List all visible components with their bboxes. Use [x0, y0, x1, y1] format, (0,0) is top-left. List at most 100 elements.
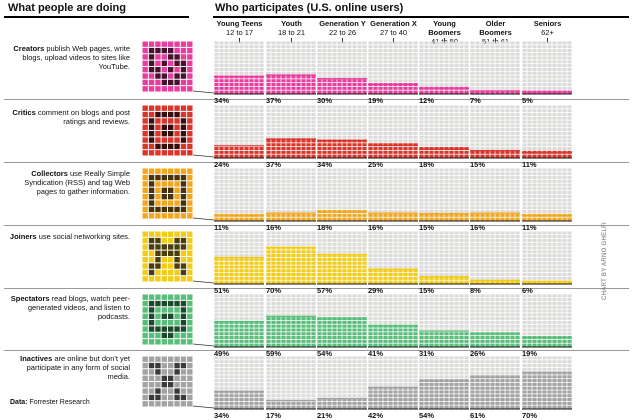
grid-cell [485, 206, 489, 209]
grid-cell [454, 109, 458, 112]
grid-cell [398, 206, 402, 209]
bar-cell [337, 277, 341, 280]
grid-cell [368, 124, 372, 127]
bar-cell [413, 87, 417, 90]
bar-cap [266, 138, 316, 139]
bar-cell [383, 155, 387, 158]
grid-cell [327, 41, 331, 44]
icon-pixel [162, 307, 167, 312]
bar-cell [439, 91, 443, 94]
grid-cell [470, 180, 474, 183]
grid-cell [388, 41, 392, 44]
icon-pixel [181, 48, 186, 53]
grid-cell [500, 191, 504, 194]
grid-cell [537, 147, 541, 150]
grid-cell [500, 139, 504, 142]
grid-cell [480, 176, 484, 179]
bar-cell [352, 269, 356, 272]
grid-cell [552, 187, 556, 190]
bar-cell [357, 214, 361, 217]
bar-cell [327, 143, 331, 146]
grid-cell [352, 68, 356, 71]
icon-pixel [149, 106, 154, 111]
grid-cell [266, 176, 270, 179]
grid-cell [281, 60, 285, 63]
grid-cell [557, 187, 561, 190]
grid-cell [485, 168, 489, 171]
grid-cell [383, 45, 387, 48]
grid-cell [378, 195, 382, 198]
grid-cell [373, 132, 377, 135]
grid-cell [271, 124, 275, 127]
grid-cell [459, 132, 463, 135]
bar-cell [434, 155, 438, 158]
grid-cell [322, 168, 326, 171]
grid-cell [454, 143, 458, 146]
grid-cell [373, 254, 377, 257]
grid-cell [470, 147, 474, 150]
icon-pixel [155, 238, 160, 243]
grid-cell [505, 105, 509, 108]
grid-cell [306, 231, 310, 234]
grid-cell [522, 128, 526, 131]
icon-pixel [149, 388, 154, 393]
grid-cell [398, 180, 402, 183]
grid-cell [542, 53, 546, 56]
bar-cell [229, 258, 233, 261]
grid-cell [301, 206, 305, 209]
grid-cell [439, 113, 443, 116]
grid-cell [327, 168, 331, 171]
icon-pixel [143, 357, 148, 362]
icon-pixel [168, 307, 173, 312]
grid-cell [249, 68, 253, 71]
grid-cell [485, 75, 489, 78]
bar-cell [373, 281, 377, 284]
grid-cell [327, 75, 331, 78]
bar-cell [495, 214, 499, 217]
grid-cell [378, 136, 382, 139]
bar-cell [378, 281, 382, 284]
grid-cell [259, 109, 263, 112]
bar-cap [522, 152, 572, 153]
grid-cell [362, 172, 366, 175]
bar-cell [286, 214, 290, 217]
grid-cell [249, 199, 253, 202]
grid-cell [296, 206, 300, 209]
grid-cell [332, 136, 336, 139]
grid-cell [562, 191, 566, 194]
icon-pixel [181, 382, 186, 387]
grid-cell [557, 132, 561, 135]
grid-cell [271, 113, 275, 116]
grid-cell [495, 180, 499, 183]
grid-cell [495, 176, 499, 179]
bar-cell [342, 258, 346, 261]
bar-cell [378, 277, 382, 280]
grid-cell [470, 139, 474, 142]
grid-cell [527, 83, 531, 86]
grid-cell [234, 113, 238, 116]
grid-cell [522, 172, 526, 175]
grid-cell [352, 117, 356, 120]
grid-cell [373, 265, 377, 268]
bar-cell [249, 262, 253, 265]
icon-pixel [168, 295, 173, 300]
icon-pixel [162, 263, 167, 268]
icon-pixel [149, 238, 154, 243]
bar-cell [332, 151, 336, 154]
grid-cell [337, 168, 341, 171]
grid-cell [424, 128, 428, 131]
bar-cell [357, 265, 361, 268]
grid-cell [567, 72, 571, 75]
bar-cell [388, 151, 392, 154]
bar-cell [249, 269, 253, 272]
grid-cell [485, 147, 489, 150]
bar-cell [408, 281, 412, 284]
bar-cell [291, 139, 295, 142]
grid-cell [542, 139, 546, 142]
bar-cell [281, 143, 285, 146]
grid-cell [306, 53, 310, 56]
grid-cell [542, 68, 546, 71]
grid-cell [449, 60, 453, 63]
grid-cell [505, 147, 509, 150]
grid-cell [229, 206, 233, 209]
